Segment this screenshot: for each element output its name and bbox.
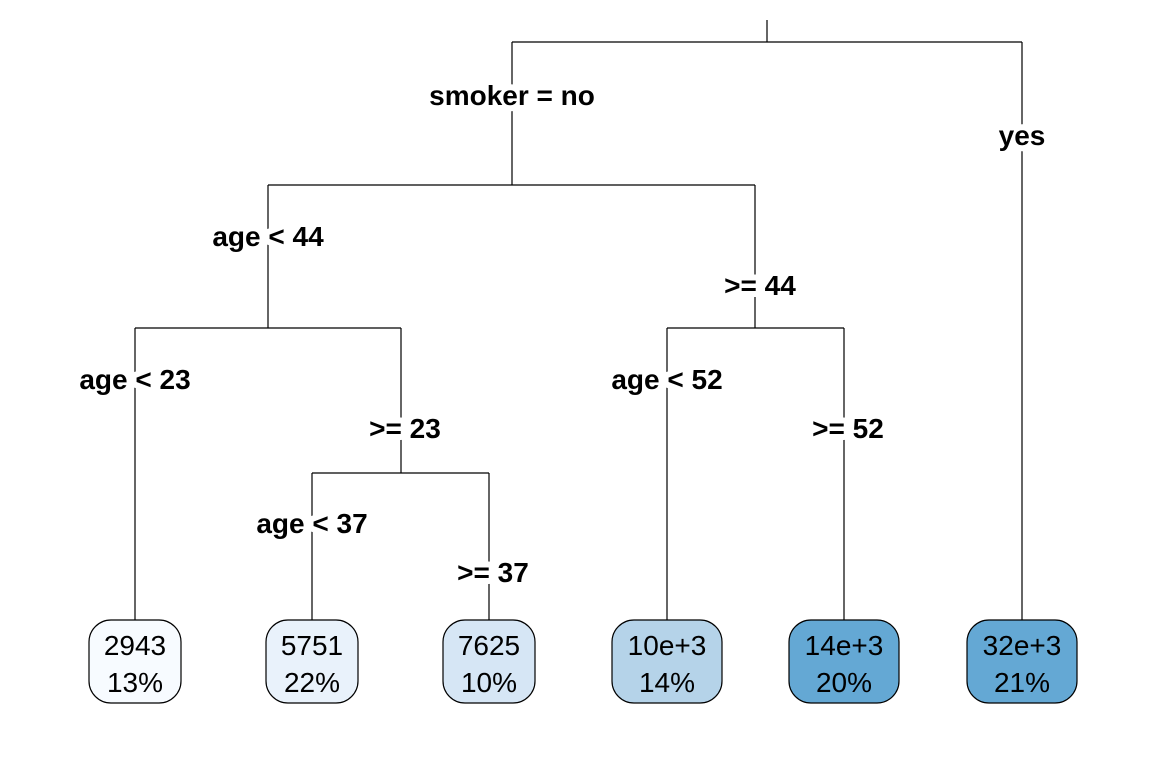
leaf-node: 32e+3 21% [966, 619, 1078, 704]
age52-split-halo: age < 52 [611, 364, 722, 395]
leaf-box [265, 619, 359, 704]
leaf-nodes: 2943 13% 5751 22% 7625 10% 10e+3 14% 14e… [88, 619, 1078, 704]
age52-alt-label: >= 52 [812, 413, 884, 444]
leaf-percent: 14% [639, 667, 695, 698]
leaf-percent: 21% [994, 667, 1050, 698]
leaf-node: 7625 10% [442, 619, 536, 704]
age23-alt-halo: >= 23 [369, 413, 441, 444]
leaf-value: 2943 [104, 630, 166, 661]
age37-split-label: age < 37 [256, 508, 367, 539]
root-alt-halo: yes [999, 120, 1046, 151]
leaf-box [442, 619, 536, 704]
age37-alt-label: >= 37 [457, 557, 529, 588]
age52-split-label: age < 52 [611, 364, 722, 395]
root-split-label: smoker = no [429, 80, 595, 111]
leaf-value: 5751 [281, 630, 343, 661]
age37-split-halo: age < 37 [256, 508, 367, 539]
age44-alt-label: >= 44 [724, 270, 796, 301]
root-alt-label: yes [999, 120, 1046, 151]
leaf-value: 7625 [458, 630, 520, 661]
leaf-box [788, 619, 900, 704]
leaf-node: 5751 22% [265, 619, 359, 704]
leaf-box [88, 619, 182, 704]
split-labels: smoker = no smoker = no yes yes age < 44… [73, 74, 1051, 594]
age44-split-halo: age < 44 [212, 221, 324, 252]
root-split-halo: smoker = no [429, 80, 595, 111]
age23-alt-label: >= 23 [369, 413, 441, 444]
leaf-percent: 22% [284, 667, 340, 698]
leaf-box [966, 619, 1078, 704]
age44-alt-halo: >= 44 [724, 270, 796, 301]
leaf-node: 14e+3 20% [788, 619, 900, 704]
leaf-node: 10e+3 14% [611, 619, 723, 704]
age44-split-label: age < 44 [212, 221, 324, 252]
age37-alt-halo: >= 37 [457, 557, 529, 588]
leaf-node: 2943 13% [88, 619, 182, 704]
leaf-value: 14e+3 [805, 630, 884, 661]
leaf-value: 10e+3 [628, 630, 707, 661]
age52-alt-halo: >= 52 [812, 413, 884, 444]
leaf-value: 32e+3 [983, 630, 1062, 661]
tree-edges [134, 20, 1023, 620]
age23-split-halo: age < 23 [79, 364, 190, 395]
leaf-percent: 13% [107, 667, 163, 698]
leaf-box [611, 619, 723, 704]
leaf-percent: 20% [816, 667, 872, 698]
leaf-percent: 10% [461, 667, 517, 698]
age23-split-label: age < 23 [79, 364, 190, 395]
